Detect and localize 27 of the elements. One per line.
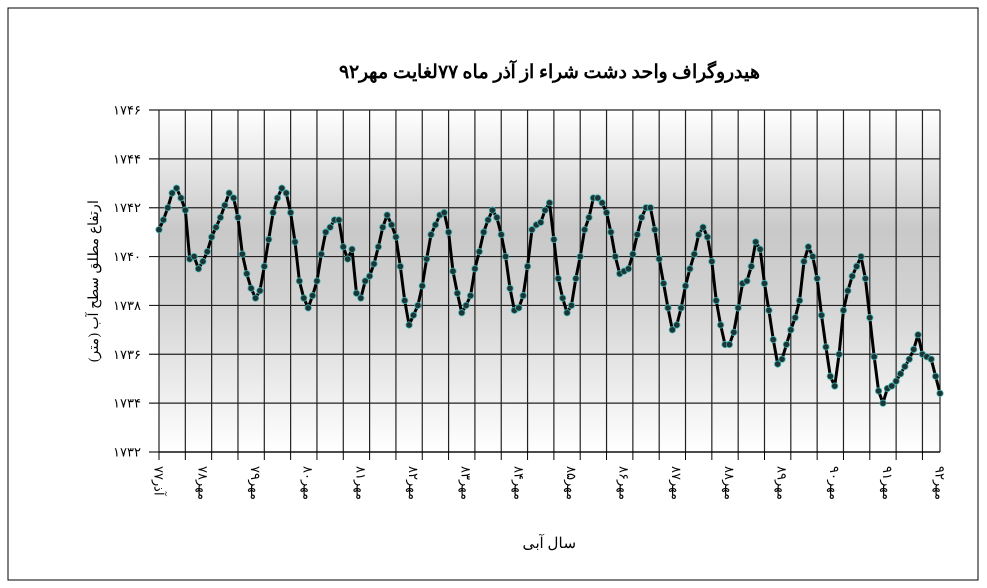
x-tick-label: مهر۹۰: [826, 466, 842, 500]
x-tick-label: مهر۷۹: [247, 466, 264, 500]
x-tick-label: مهر۸۷: [668, 466, 684, 500]
y-tick-label: ۱۷۳۴: [113, 396, 141, 411]
y-tick-label: ۱۷۳۶: [113, 346, 141, 362]
x-tick-label: مهر۸۰: [300, 466, 316, 500]
x-tick-label: مهر۷۸: [194, 466, 210, 500]
y-axis-title: ارتفاع مطلق سطح آب (متر): [84, 200, 102, 362]
x-axis-title: سال آبی: [522, 534, 576, 552]
x-tick-label: مهر۸۱: [352, 466, 368, 500]
x-tick-label: مهر۹۲: [932, 466, 948, 500]
y-tick-label: ۱۷۳۲: [113, 444, 141, 460]
x-tick-label: مهر۸۶: [616, 466, 632, 500]
x-tick-label: مهر۸۳: [458, 466, 474, 500]
chart-title: هیدروگراف واحد دشت شراء از آذر ماه ۷۷لغایت مهر۹۲: [339, 59, 760, 83]
x-tick-label: مهر۸۵: [562, 466, 579, 500]
x-tick-label: مهر۸۴: [510, 466, 526, 500]
x-tick-label: مهر۹۱: [878, 466, 895, 500]
y-tick-label: ۱۷۴۴: [113, 151, 141, 166]
y-tick-label: ۱۷۳۸: [113, 298, 141, 313]
x-tick-label: مهر۸۲: [404, 466, 421, 500]
y-tick-label: ۱۷۴۲: [113, 200, 141, 216]
y-tick-label: ۱۷۴۶: [113, 102, 141, 118]
x-tick-label: مهر۸۸: [720, 466, 737, 500]
x-tick-label: آذر۷۷: [150, 466, 168, 497]
x-tick-label: مهر۸۹: [774, 466, 790, 500]
y-tick-label: ۱۷۴۰: [113, 249, 141, 264]
